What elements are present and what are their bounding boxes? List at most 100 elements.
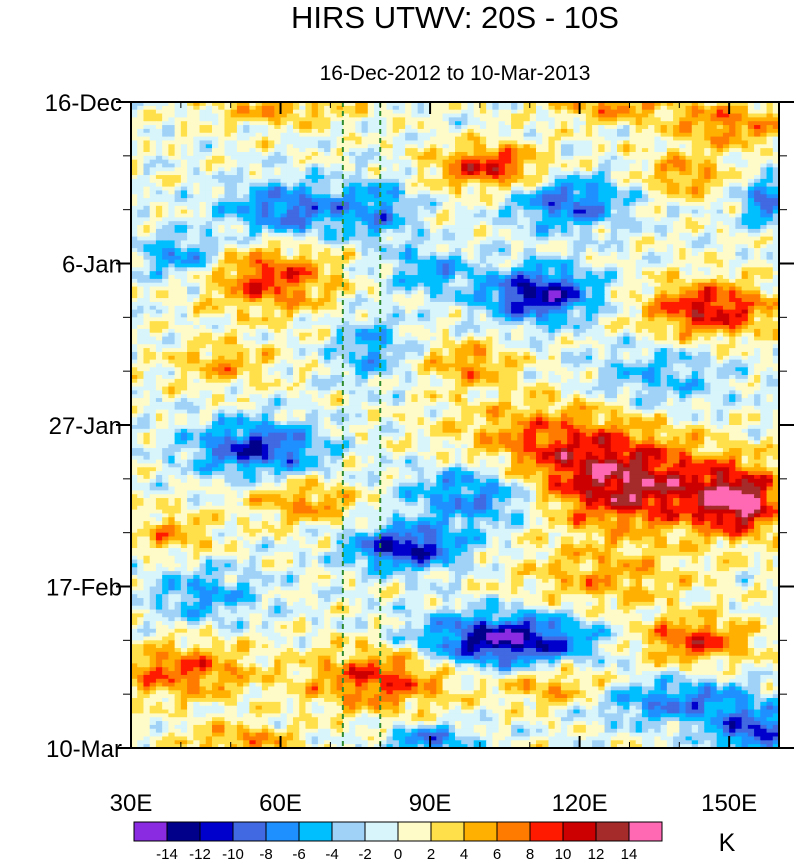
heatmap-cell bbox=[691, 148, 699, 153]
heatmap-cell bbox=[585, 178, 593, 184]
heatmap-cell bbox=[386, 186, 394, 192]
heatmap-cell bbox=[536, 259, 543, 265]
heatmap-cell bbox=[430, 271, 437, 276]
heatmap-cell bbox=[479, 140, 487, 145]
heatmap-cell bbox=[741, 102, 749, 107]
heatmap-cell bbox=[654, 151, 662, 157]
heatmap-cell bbox=[386, 190, 394, 195]
heatmap-cell bbox=[679, 151, 687, 157]
heatmap-cell bbox=[218, 248, 226, 253]
heatmap-cell bbox=[268, 136, 275, 142]
heatmap-cell bbox=[691, 259, 699, 265]
heatmap-cell bbox=[355, 198, 363, 203]
heatmap-cell bbox=[479, 255, 487, 261]
heatmap-cell bbox=[710, 236, 718, 242]
heatmap-cell bbox=[523, 144, 531, 149]
heatmap-cell bbox=[243, 209, 250, 215]
heatmap-cell bbox=[199, 213, 207, 218]
heatmap-cell bbox=[155, 259, 163, 265]
heatmap-cell bbox=[635, 205, 643, 211]
heatmap-cell bbox=[455, 140, 462, 145]
heatmap-cell bbox=[560, 155, 568, 161]
heatmap-cell bbox=[423, 117, 431, 122]
heatmap-cell bbox=[417, 182, 425, 188]
heatmap-cell bbox=[567, 213, 574, 218]
heatmap-cell bbox=[610, 267, 618, 272]
heatmap-cell bbox=[691, 178, 699, 184]
heatmap-cell bbox=[747, 132, 755, 138]
heatmap-cell bbox=[698, 194, 705, 199]
heatmap-cell bbox=[430, 182, 437, 188]
heatmap-cell bbox=[162, 190, 169, 195]
heatmap-cell bbox=[361, 113, 369, 118]
heatmap-cell bbox=[772, 217, 779, 222]
heatmap-cell bbox=[629, 278, 637, 284]
heatmap-cell bbox=[149, 255, 157, 261]
heatmap-cell bbox=[766, 186, 774, 192]
heatmap-cell bbox=[579, 205, 587, 211]
heatmap-cell bbox=[430, 144, 437, 149]
heatmap-cell bbox=[236, 201, 244, 207]
heatmap-cell bbox=[585, 228, 593, 234]
heatmap-cell bbox=[542, 275, 550, 280]
heatmap-cell bbox=[467, 275, 475, 280]
heatmap-cell bbox=[137, 251, 145, 257]
heatmap-cell bbox=[486, 113, 493, 118]
heatmap-cell bbox=[741, 213, 749, 218]
heatmap-cell bbox=[255, 201, 263, 207]
heatmap-cell bbox=[585, 221, 593, 226]
heatmap-cell bbox=[486, 117, 493, 122]
heatmap-cell bbox=[685, 132, 693, 138]
heatmap-cell bbox=[349, 275, 356, 280]
heatmap-cell bbox=[554, 205, 562, 211]
heatmap-cell bbox=[760, 255, 768, 261]
heatmap-cell bbox=[336, 240, 344, 245]
heatmap-cell bbox=[654, 263, 662, 268]
heatmap-cell bbox=[417, 121, 425, 126]
heatmap-cell bbox=[579, 213, 587, 218]
heatmap-cell bbox=[579, 175, 587, 180]
heatmap-cell bbox=[704, 121, 712, 126]
heatmap-cell bbox=[492, 251, 500, 257]
heatmap-cell bbox=[648, 278, 655, 284]
heatmap-cell bbox=[224, 240, 232, 245]
heatmap-cell bbox=[193, 278, 201, 284]
heatmap-cell bbox=[205, 282, 213, 288]
heatmap-cell bbox=[704, 144, 712, 149]
heatmap-cell bbox=[417, 248, 425, 253]
heatmap-cell bbox=[224, 109, 232, 115]
heatmap-cell bbox=[585, 182, 593, 188]
heatmap-cell bbox=[168, 275, 176, 280]
heatmap-cell bbox=[629, 198, 637, 203]
heatmap-cell bbox=[249, 175, 257, 180]
heatmap-cell bbox=[349, 240, 356, 245]
heatmap-cell bbox=[448, 121, 456, 126]
heatmap-cell bbox=[473, 182, 481, 188]
heatmap-cell bbox=[766, 132, 774, 138]
heatmap-cell bbox=[660, 117, 668, 122]
heatmap-cell bbox=[511, 102, 518, 107]
heatmap-cell bbox=[766, 251, 774, 257]
heatmap-cell bbox=[498, 194, 506, 199]
heatmap-cell bbox=[635, 244, 643, 249]
heatmap-cell bbox=[255, 113, 263, 118]
heatmap-cell bbox=[330, 128, 338, 134]
heatmap-cell bbox=[691, 163, 699, 168]
heatmap-cell bbox=[330, 198, 338, 203]
heatmap-cell bbox=[486, 140, 493, 145]
heatmap-cell bbox=[747, 190, 755, 195]
heatmap-cell bbox=[679, 225, 687, 230]
heatmap-cell bbox=[317, 232, 325, 238]
heatmap-cell bbox=[180, 121, 188, 126]
heatmap-cell bbox=[511, 228, 518, 234]
heatmap-cell bbox=[673, 278, 680, 284]
heatmap-cell bbox=[629, 159, 637, 165]
heatmap-cell bbox=[261, 240, 269, 245]
heatmap-cell bbox=[698, 186, 705, 192]
heatmap-cell bbox=[542, 109, 550, 115]
heatmap-cell bbox=[760, 102, 768, 107]
heatmap-cell bbox=[324, 232, 331, 238]
heatmap-cell bbox=[492, 109, 500, 115]
heatmap-cell bbox=[673, 155, 680, 161]
heatmap-cell bbox=[629, 244, 637, 249]
